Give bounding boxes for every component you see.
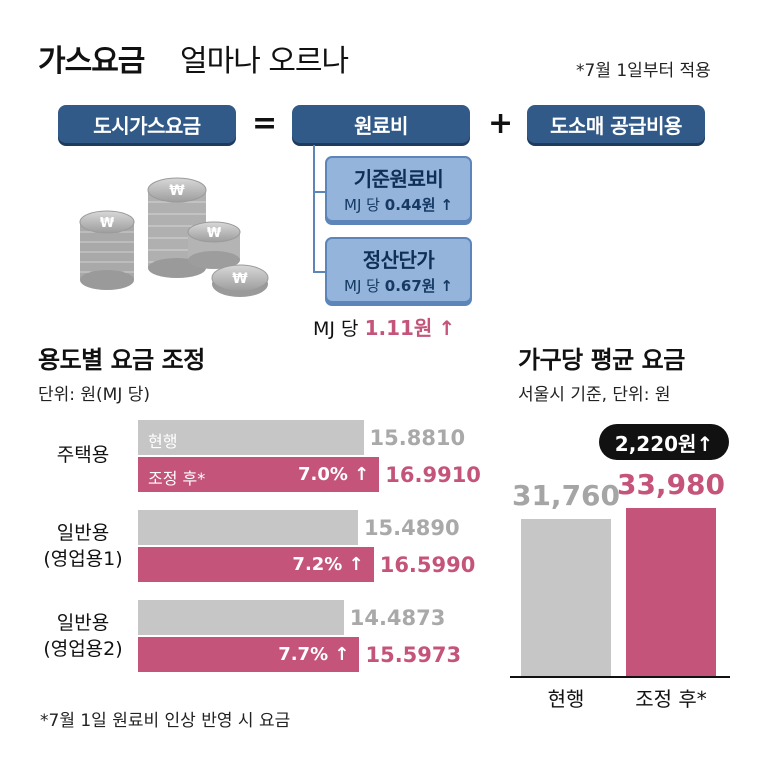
household-chart-unit: 서울시 기준, 단위: 원 (518, 385, 671, 405)
city-gas-rate-label: 도시가스요금 (93, 113, 201, 138)
bar-current (521, 518, 611, 676)
page-title: 가스요금 (38, 44, 145, 79)
settlement-unit-box: 정산단가 MJ 당 0.67원 ↑ (325, 237, 472, 303)
base-raw-cost-label: 기준원료비 (353, 167, 444, 191)
increase-callout: 2,220원↑ (599, 424, 729, 460)
legend-adjusted-label: 조정 후* (148, 469, 206, 488)
bar-adjusted (626, 508, 716, 676)
value-current: 15.8810 (369, 426, 466, 450)
up-arrow-icon: ↑ (440, 277, 453, 295)
equals-sign: = (252, 106, 278, 141)
coin-stack-icon: ₩ ₩ ₩ ₩ (79, 177, 269, 297)
category-label: 일반용 (영업용1) (43, 522, 123, 570)
category-label: 주택용 (56, 444, 110, 466)
up-arrow-icon: ↑ (440, 196, 453, 214)
category-label: 조정 후* (635, 687, 707, 711)
value-adjusted: 16.5990 (379, 553, 476, 577)
usage-chart-unit: 단위: 원(MJ 당) (38, 385, 151, 405)
wholesale-cost-pill: 도소매 공급비용 (527, 105, 705, 143)
household-chart-title: 가구당 평균 요금 (518, 346, 685, 374)
bar-adjusted (138, 637, 360, 672)
page-subtitle: 얼마나 오르나 (180, 44, 349, 79)
bar-current (138, 420, 364, 455)
percent-change: 7.0% ↑ (297, 464, 370, 485)
connector-line (313, 271, 325, 273)
bar-adjusted (138, 547, 374, 582)
settlement-unit-label: 정산단가 (362, 248, 435, 272)
connector-line (313, 191, 325, 193)
percent-change: 7.2% ↑ (292, 554, 364, 575)
value-adjusted: 16.9910 (385, 463, 481, 487)
value-adjusted: 33,980 (616, 468, 726, 501)
category-label: 일반용 (영업용2) (43, 612, 123, 660)
raw-cost-pill: 원료비 (292, 105, 470, 143)
value-current: 31,760 (511, 478, 621, 512)
value-current: 15.4890 (363, 516, 460, 540)
plus-sign: + (488, 106, 514, 141)
bar-adjusted (138, 457, 380, 492)
raw-cost-total: MJ 당 1.11원 ↑ (313, 316, 456, 340)
wholesale-cost-label: 도소매 공급비용 (550, 113, 682, 138)
up-arrow-icon: ↑ (438, 316, 456, 340)
settlement-unit-value: MJ 당 0.67원 ↑ (344, 277, 453, 295)
bar-current (138, 510, 358, 545)
legend-current-label: 현행 (148, 432, 178, 451)
raw-cost-label: 원료비 (354, 113, 408, 138)
svg-text:₩: ₩ (169, 183, 185, 199)
svg-text:₩: ₩ (100, 216, 115, 231)
svg-text:₩: ₩ (232, 271, 248, 287)
value-current: 14.4873 (349, 606, 446, 630)
category-label: 현행 (547, 687, 585, 711)
base-raw-cost-value: MJ 당 0.44원 ↑ (344, 196, 453, 214)
svg-text:₩: ₩ (207, 226, 222, 241)
percent-change: 7.7% ↑ (278, 644, 350, 665)
base-raw-cost-box: 기준원료비 MJ 당 0.44원 ↑ (325, 156, 472, 222)
baseline (510, 676, 730, 678)
city-gas-rate-pill: 도시가스요금 (58, 105, 236, 143)
usage-chart-title: 용도별 요금 조정 (38, 346, 205, 374)
applied-note: *7월 1일부터 적용 (576, 61, 711, 81)
footnote: *7월 1일 원료비 인상 반영 시 요금 (40, 711, 291, 731)
bar-current (138, 600, 344, 635)
value-adjusted: 15.5973 (365, 643, 462, 667)
connector-line (313, 145, 315, 272)
